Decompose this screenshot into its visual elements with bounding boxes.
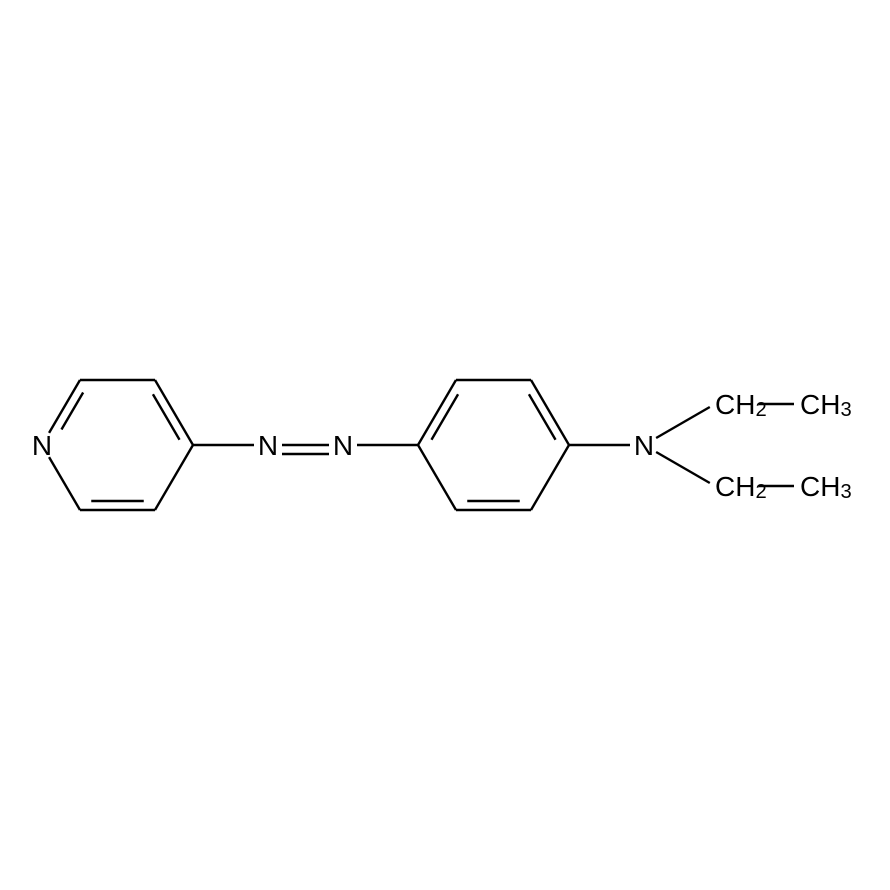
atom-label: CH2 xyxy=(715,471,767,504)
atom-label: CH3 xyxy=(800,389,852,422)
atom-label: CH3 xyxy=(800,471,852,504)
atom-label: N xyxy=(32,430,52,461)
atom-label: N xyxy=(258,430,278,461)
atom-label: N xyxy=(333,430,353,461)
chemical-structure-diagram: N N N N CH2 CH3 CH2 CH3 xyxy=(0,0,890,890)
atom-label: CH2 xyxy=(715,389,767,422)
atom-label: N xyxy=(634,430,654,461)
